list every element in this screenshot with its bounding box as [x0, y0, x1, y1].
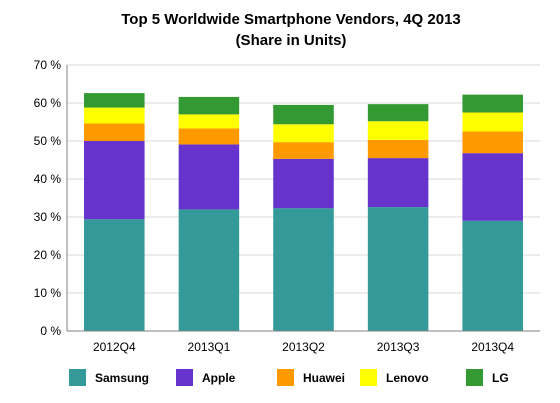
- x-axis: 2012Q4 2013Q1 2013Q2 2013Q3 2013Q4: [67, 330, 540, 354]
- legend-swatch-lenovo: [360, 369, 377, 386]
- legend-label-lg: LG: [492, 371, 509, 385]
- x-tick-label: 2013Q4: [471, 340, 514, 354]
- bar-samsung-2013q2: [273, 208, 334, 331]
- y-tick-label: 60 %: [34, 96, 62, 110]
- bar-samsung-2012q4: [84, 219, 145, 331]
- x-tick-label: 2013Q1: [188, 340, 231, 354]
- bar-lenovo-2013q3: [367, 121, 429, 140]
- bar-lg-2013q2: [273, 104, 334, 125]
- x-tick-label: 2013Q3: [377, 340, 420, 354]
- x-tick-label: 2012Q4: [93, 340, 136, 354]
- bar-lenovo-2013q4: [462, 112, 523, 132]
- bar-apple-2013q2: [273, 158, 334, 209]
- bars: [84, 93, 523, 331]
- bar-lenovo-2013q2: [273, 124, 334, 143]
- bar-huawei-2012q4: [84, 123, 145, 141]
- bar-apple-2013q1: [178, 144, 240, 210]
- bar-lenovo-2012q4: [84, 107, 145, 124]
- legend-swatch-lg: [466, 369, 483, 386]
- y-tick-label: 0 %: [40, 324, 61, 338]
- bar-lenovo-2013q1: [178, 114, 240, 129]
- bar-samsung-2013q1: [178, 209, 240, 331]
- y-tick-label: 10 %: [34, 286, 62, 300]
- bar-samsung-2013q3: [367, 207, 429, 331]
- y-axis: 0 % 10 % 20 % 30 % 40 % 50 % 60 % 70 %: [34, 58, 68, 338]
- y-tick-label: 20 %: [34, 248, 62, 262]
- bar-lg-2012q4: [84, 93, 145, 108]
- chart-title: Top 5 Worldwide Smartphone Vendors, 4Q 2…: [121, 11, 461, 28]
- bar-apple-2013q4: [462, 153, 523, 221]
- legend-label-samsung: Samsung: [95, 371, 149, 385]
- bar-huawei-2013q2: [273, 142, 334, 159]
- y-tick-label: 40 %: [34, 172, 62, 186]
- x-tick-label: 2013Q2: [282, 340, 325, 354]
- y-tick-label: 50 %: [34, 134, 62, 148]
- bar-huawei-2013q4: [462, 131, 523, 154]
- legend-label-lenovo: Lenovo: [386, 371, 429, 385]
- bar-lg-2013q1: [178, 96, 240, 115]
- legend: Samsung Apple Huawei Lenovo LG: [69, 369, 509, 386]
- bar-lg-2013q4: [462, 94, 523, 113]
- legend-swatch-huawei: [277, 369, 294, 386]
- bar-lg-2013q3: [367, 104, 429, 122]
- bar-huawei-2013q1: [178, 128, 240, 145]
- legend-label-huawei: Huawei: [303, 371, 345, 385]
- y-tick-label: 30 %: [34, 210, 62, 224]
- legend-swatch-samsung: [69, 369, 86, 386]
- bar-apple-2013q3: [367, 158, 429, 208]
- chart-subtitle: (Share in Units): [236, 32, 347, 49]
- legend-label-apple: Apple: [202, 371, 236, 385]
- bar-samsung-2013q4: [462, 220, 523, 331]
- bar-huawei-2013q3: [367, 139, 429, 159]
- y-tick-label: 70 %: [34, 58, 62, 72]
- bar-apple-2012q4: [84, 141, 145, 220]
- legend-swatch-apple: [176, 369, 193, 386]
